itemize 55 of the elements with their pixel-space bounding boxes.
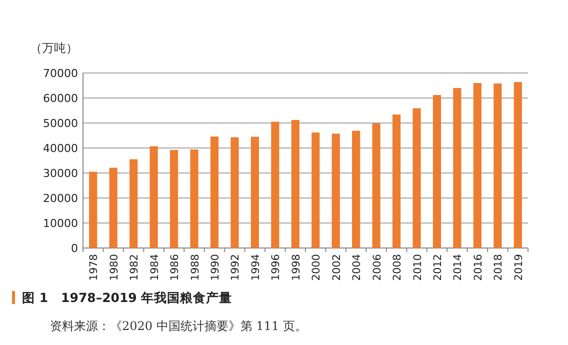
x-tick-label: 2008 [392,254,404,281]
x-tick-label: 2018 [492,254,505,281]
bar [332,134,340,248]
x-tick-label: 2016 [472,254,484,281]
x-tick-label: 2000 [310,254,323,281]
bar [352,130,360,248]
x-tick-label: 1986 [169,254,182,281]
bar [372,124,380,248]
x-tick-label: 1990 [209,254,222,281]
y-tick-label: 0 [71,242,78,255]
x-tick-label: 1992 [230,254,242,281]
bar [250,136,259,248]
bar [412,108,421,248]
bar [130,159,138,248]
x-tick-label: 1988 [189,254,202,281]
x-tick-label: 1984 [148,254,161,281]
y-axis-title: （万吨） [30,41,78,55]
x-tick-label: 2014 [452,254,464,281]
bar [190,150,198,248]
bar [89,172,98,248]
x-tick-label: 2019 [512,254,525,281]
x-tick-label: 1998 [290,254,302,281]
text: 图 1 1978–2019 年我国粮食产量 [22,290,232,305]
bar [392,114,401,248]
bar [494,84,502,248]
y-tick-label: 20000 [43,192,78,205]
bar [312,132,320,248]
y-tick-label: 60000 [43,92,78,105]
y-tick-label: 30000 [43,167,78,180]
bar [210,136,219,248]
x-tick-label: 1994 [250,254,262,281]
x-tick-label: 2004 [351,254,364,281]
bar [453,88,462,248]
bar [109,168,118,248]
bar [271,122,280,248]
y-tick-label: 40000 [43,142,78,155]
x-tick-label: 2012 [432,254,444,281]
bar [230,137,239,248]
x-tick-label: 1996 [270,254,282,281]
y-tick-label: 10000 [43,217,78,230]
x-tick-label: 2002 [330,254,343,281]
text: 资料来源：《2020 中国统计摘要》第 111 页。 [50,319,307,333]
y-tick-label: 70000 [43,67,78,80]
y-tick-label: 50000 [43,117,78,130]
x-tick-label: 2010 [412,254,424,281]
bar [473,83,482,248]
bar [514,82,522,248]
x-tick-label: 1978 [88,254,100,281]
x-tick-label: 1982 [128,254,141,281]
bar [432,95,442,248]
bar [150,146,158,248]
bar [291,120,300,248]
x-tick-label: 1980 [108,254,120,281]
bar [170,150,178,248]
x-tick-label: 2006 [371,254,384,281]
